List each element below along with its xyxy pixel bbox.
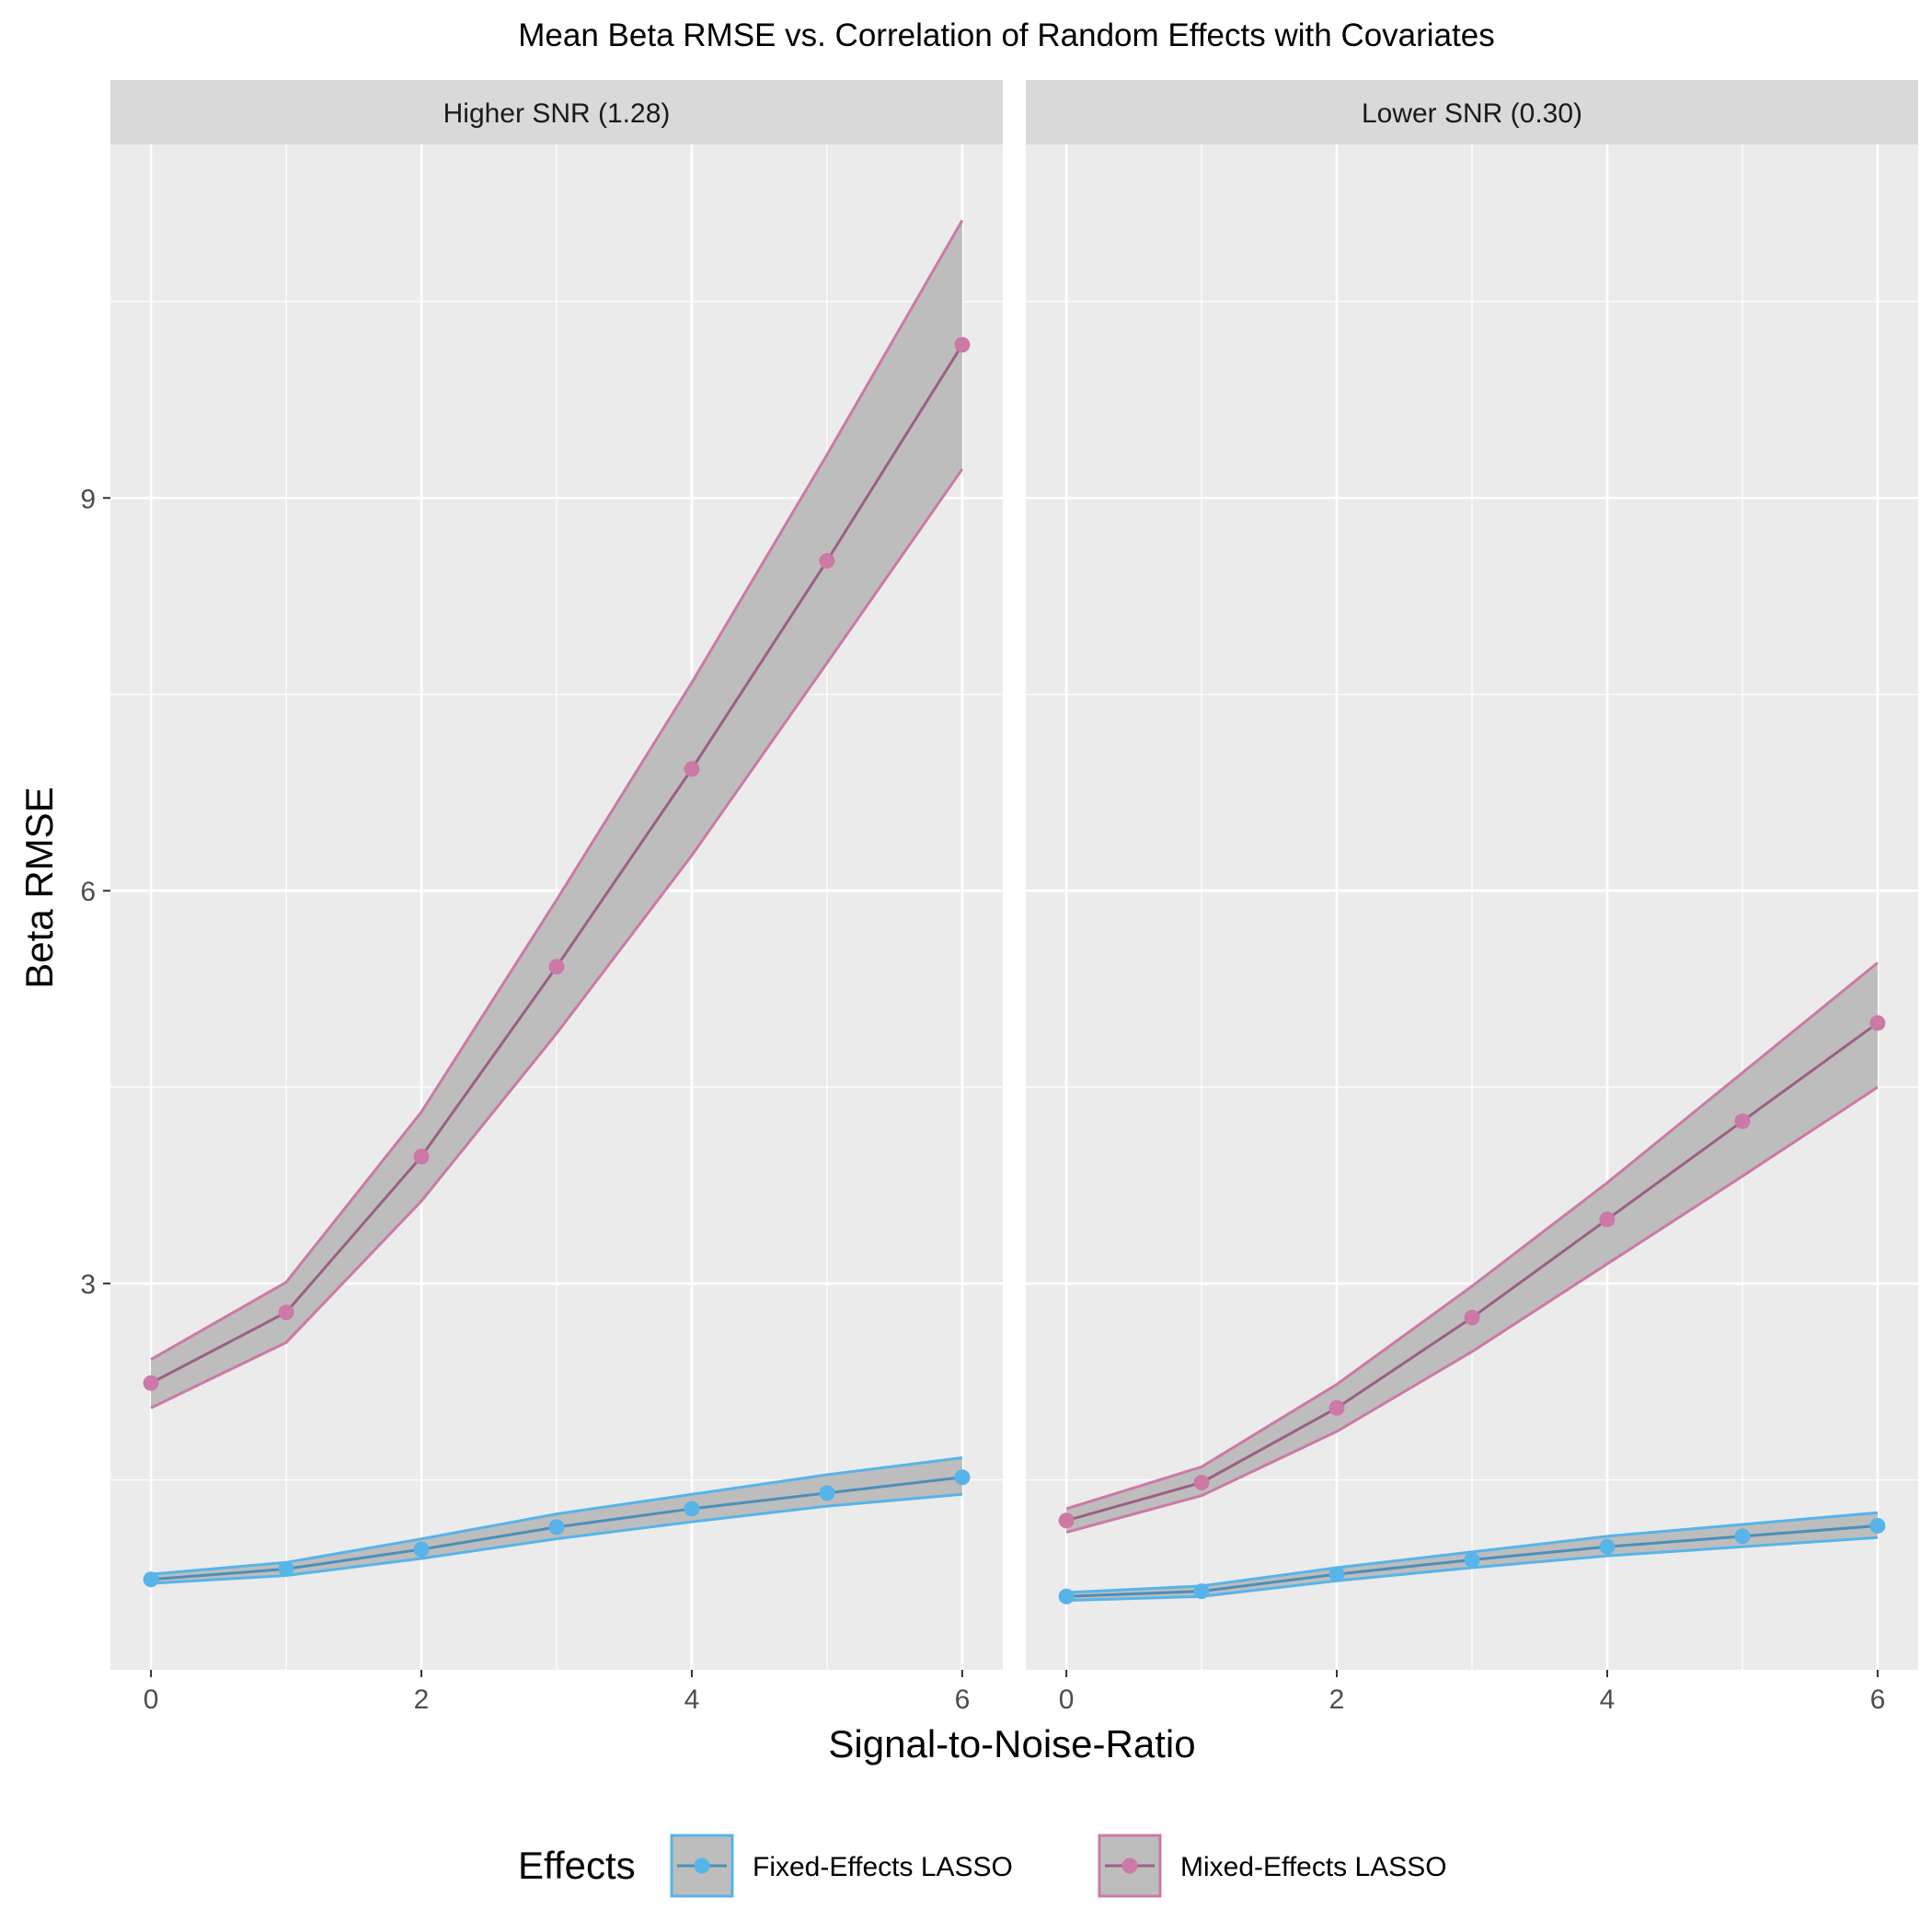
data-point	[278, 1560, 294, 1577]
data-point	[143, 1374, 159, 1391]
data-point	[1328, 1399, 1345, 1416]
data-point	[1599, 1211, 1616, 1227]
data-point	[1193, 1474, 1210, 1490]
data-point	[413, 1148, 430, 1165]
x-tick-label: 0	[1059, 1685, 1075, 1715]
data-point	[1193, 1583, 1210, 1600]
series-fixed	[1058, 1511, 1886, 1604]
facet-strip-label: Lower SNR (0.30)	[1362, 98, 1582, 129]
legend-label: Fixed-Effects LASSO	[753, 1852, 1013, 1882]
data-point	[548, 959, 565, 975]
legend: Effects Fixed-Effects LASSO Mixed-Effects…	[518, 1834, 1447, 1898]
band-upper-edge	[1065, 961, 1879, 1511]
data-point	[1869, 1015, 1886, 1031]
x-tick-label: 6	[955, 1685, 971, 1715]
data-point	[819, 553, 835, 569]
panel-1: Higher SNR (1.28) 0 2 4 6	[110, 80, 1003, 1715]
data-point	[143, 1571, 159, 1588]
x-axis-label: Signal-to-Noise-Ratio	[828, 1722, 1195, 1765]
band-lower-edge	[150, 468, 964, 1409]
data-point	[954, 337, 971, 353]
data-point	[1734, 1528, 1751, 1545]
chart-title: Mean Beta RMSE vs. Correlation of Random…	[518, 17, 1494, 53]
data-point	[1599, 1538, 1616, 1555]
y-tick-label: 6	[80, 877, 96, 907]
data-point	[1328, 1566, 1345, 1582]
data-point	[1058, 1512, 1075, 1529]
band-upper-edge	[150, 219, 964, 1362]
panel-2: Lower SNR (0.30) 0 2 4 6	[1026, 80, 1918, 1715]
data-point	[684, 1501, 700, 1517]
x-tick-label: 4	[684, 1685, 700, 1715]
band-lower-edge	[1065, 1086, 1879, 1535]
legend-item-mixed: Mixed-Effects LASSO	[1098, 1834, 1447, 1898]
data-point	[1869, 1517, 1886, 1534]
legend-label: Mixed-Effects LASSO	[1180, 1852, 1447, 1882]
data-point	[954, 1469, 971, 1486]
facet-strip	[1026, 80, 1918, 144]
series-fixed	[143, 1455, 971, 1588]
series-mixed	[1058, 961, 1886, 1535]
legend-item-fixed: Fixed-Effects LASSO	[670, 1834, 1013, 1898]
data-point	[278, 1304, 294, 1320]
x-tick-label: 2	[1329, 1685, 1345, 1715]
data-point	[819, 1485, 835, 1501]
facet-strip-label: Higher SNR (1.28)	[443, 98, 671, 129]
legend-key-point	[694, 1857, 710, 1874]
y-axis-label: Beta RMSE	[17, 787, 61, 988]
x-tick-label: 6	[1870, 1685, 1886, 1715]
data-point	[1464, 1551, 1480, 1568]
data-point	[1734, 1113, 1751, 1130]
data-point	[548, 1519, 565, 1535]
data-point	[1058, 1588, 1075, 1604]
facet-strip	[110, 80, 1003, 144]
y-axis: 3 6 9	[80, 484, 110, 1300]
x-tick-label: 2	[414, 1685, 430, 1715]
data-point	[413, 1541, 430, 1558]
y-tick-label: 3	[80, 1270, 96, 1300]
x-tick-label: 0	[144, 1685, 159, 1715]
legend-key-point	[1121, 1857, 1138, 1874]
data-point	[684, 761, 700, 777]
series-mixed	[143, 219, 971, 1409]
panels: Higher SNR (1.28) 0 2 4 6 Lower SNR (0.30) 0 2 4…	[110, 80, 1918, 1715]
y-tick-label: 9	[80, 484, 96, 514]
data-point	[1464, 1309, 1480, 1326]
x-tick-label: 4	[1600, 1685, 1616, 1715]
legend-title: Effects	[518, 1844, 636, 1887]
